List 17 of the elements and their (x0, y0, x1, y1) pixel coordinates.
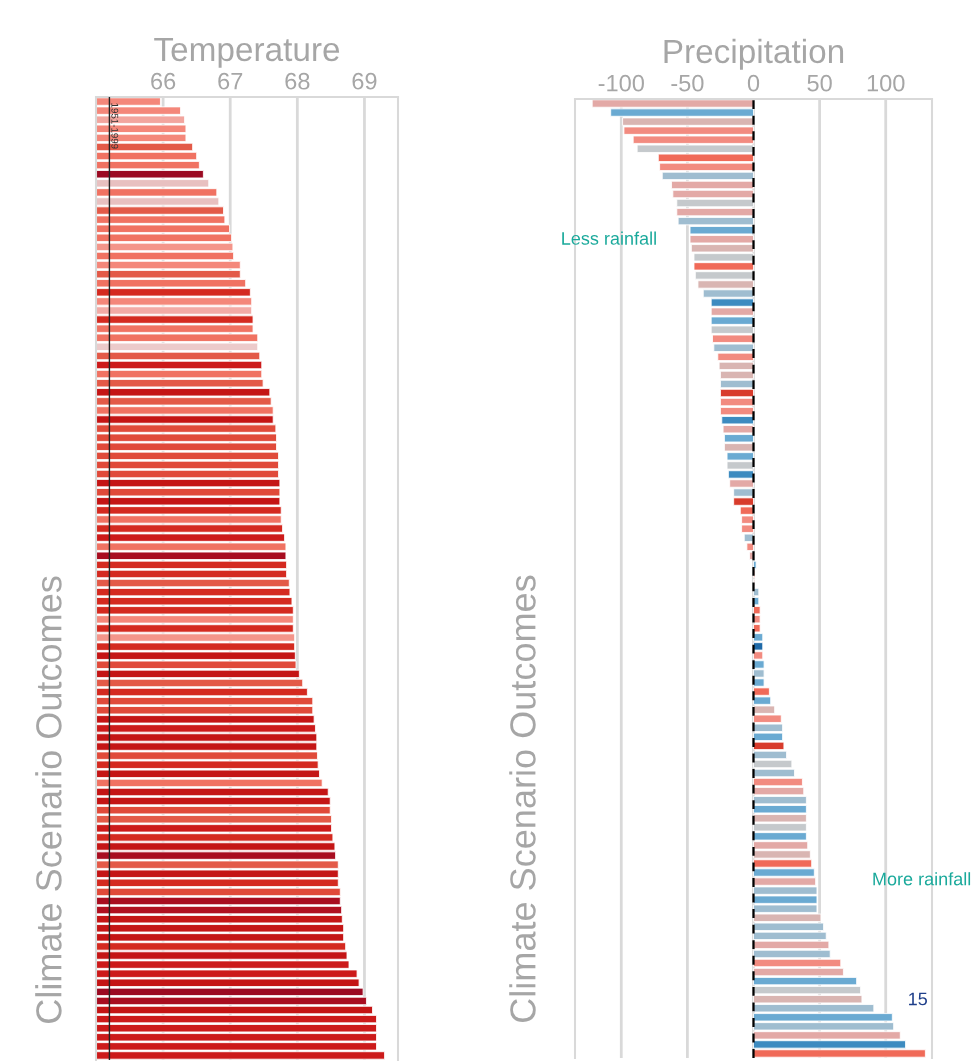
y-axis-title: Climate Scenario Outcomes (35, 576, 62, 1023)
x-tick-label: 69 (352, 72, 377, 90)
chart-title: Precipitation (664, 38, 844, 70)
annotation: 15 (909, 992, 928, 1006)
x-tick-label: 100 (867, 74, 905, 92)
x-tick-label: 66 (151, 72, 176, 90)
x-tick-label: 68 (285, 72, 310, 90)
y-axis-title: Climate Scenario Outcomes (509, 575, 536, 1022)
chart-title: Temperature (154, 37, 340, 68)
x-tick-label: 67 (218, 72, 243, 90)
annotation: More rainfall (873, 872, 971, 886)
annotation: 1951-1999 (111, 103, 119, 149)
annotation: Less rainfall (562, 231, 656, 245)
x-tick-label: -50 (671, 74, 704, 92)
x-tick-label: -100 (598, 74, 644, 92)
x-tick-label: 50 (807, 74, 832, 92)
x-tick-label: 0 (747, 74, 760, 92)
